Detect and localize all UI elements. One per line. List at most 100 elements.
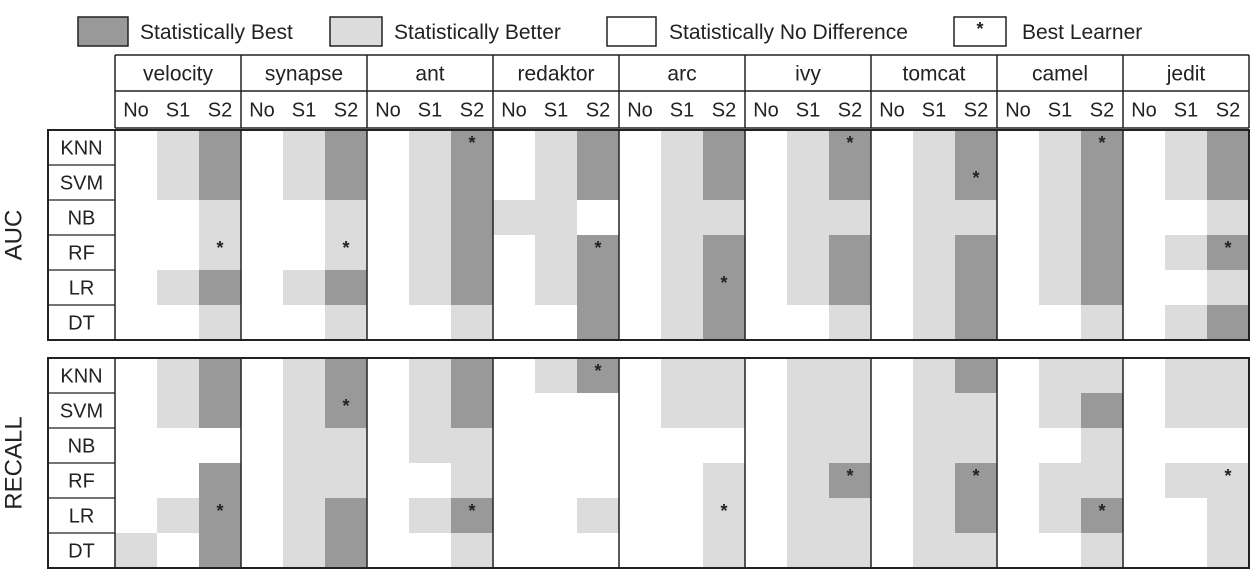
heatmap-cell: [619, 498, 662, 534]
heatmap-cell: [1207, 165, 1250, 201]
heatmap-cell: [1039, 305, 1082, 341]
heatmap-cell: [619, 200, 662, 236]
heatmap-cell: [199, 270, 242, 306]
heatmap-cell: [661, 393, 704, 429]
heatmap-cell: [787, 235, 830, 271]
heatmap-cell: [787, 463, 830, 499]
learner-label-nb: NB: [68, 436, 96, 458]
learner-label-knn: KNN: [60, 366, 102, 388]
setting-label: S1: [1048, 100, 1072, 122]
heatmap-cell: [493, 533, 536, 569]
heatmap-cell: [1081, 235, 1124, 271]
heatmap-cell: [1207, 358, 1250, 394]
heatmap-cell: [661, 428, 704, 464]
best-learner-star: *: [594, 361, 601, 381]
heatmap-cell: [997, 358, 1040, 394]
project-label-velocity: velocity: [143, 63, 214, 86]
heatmap-cell: [997, 463, 1040, 499]
heatmap-cell: [157, 428, 200, 464]
heatmap-cell: [535, 498, 578, 534]
setting-label: S2: [334, 100, 358, 122]
heatmap-cell: [493, 270, 536, 306]
learner-label-dt: DT: [68, 313, 95, 335]
heatmap-cell: [745, 165, 788, 201]
heatmap-cell: [1165, 305, 1208, 341]
heatmap-cell: [115, 498, 158, 534]
heatmap-cell: [577, 305, 620, 341]
heatmap-cell: [1123, 235, 1166, 271]
heatmap-cell: [661, 200, 704, 236]
heatmap-cell: [493, 358, 536, 394]
heatmap-cell: [535, 235, 578, 271]
setting-label: S1: [796, 100, 820, 122]
heatmap-cell: [199, 393, 242, 429]
heatmap-cell: [955, 200, 998, 236]
heatmap-cell: [241, 270, 284, 306]
heatmap-cell: [829, 428, 872, 464]
heatmap-cell: [493, 463, 536, 499]
project-label-arc: arc: [667, 63, 696, 86]
heatmap-cell: [367, 393, 410, 429]
heatmap-cell: [619, 463, 662, 499]
learner-label-svm: SVM: [60, 401, 103, 423]
heatmap-cell: [157, 498, 200, 534]
heatmap-cell: [955, 130, 998, 166]
heatmap-cell: [829, 463, 872, 499]
heatmap-cell: [1207, 305, 1250, 341]
heatmap-cell: [1039, 358, 1082, 394]
heatmap-cell: [703, 428, 746, 464]
heatmap-cell: [913, 533, 956, 569]
learner-label-lr: LR: [69, 506, 95, 528]
heatmap-cell: [325, 463, 368, 499]
heatmap-cell: [955, 165, 998, 201]
heatmap-cell: [325, 428, 368, 464]
heatmap-cell: [535, 200, 578, 236]
best-learner-star: *: [972, 168, 979, 188]
heatmap-cell: [241, 498, 284, 534]
heatmap-cell: [787, 428, 830, 464]
heatmap-cell: [1165, 200, 1208, 236]
heatmap-cell: [577, 200, 620, 236]
heatmap-cell: [409, 200, 452, 236]
heatmap-cell: [997, 130, 1040, 166]
heatmap-cell: [199, 428, 242, 464]
heatmap-cell: [1039, 463, 1082, 499]
heatmap-cell: [115, 235, 158, 271]
heatmap-cell: [535, 463, 578, 499]
heatmap-cell: [283, 165, 326, 201]
heatmap-cell: [493, 130, 536, 166]
heatmap-cell: [871, 235, 914, 271]
heatmap-cell: [661, 235, 704, 271]
heatmap-cell: [241, 305, 284, 341]
heatmap-cell: [157, 305, 200, 341]
heatmap-cell: [241, 533, 284, 569]
heatmap-cell: [661, 463, 704, 499]
learner-label-svm: SVM: [60, 173, 103, 195]
heatmap-cell: [703, 165, 746, 201]
heatmap-cell: [367, 200, 410, 236]
heatmap-cell: [535, 393, 578, 429]
setting-label: S2: [1216, 100, 1240, 122]
heatmap-cell: [703, 235, 746, 271]
heatmap-cell: [1165, 533, 1208, 569]
heatmap-cell: [283, 200, 326, 236]
heatmap-cell: [409, 270, 452, 306]
heatmap-cell: [1207, 463, 1250, 499]
heatmap-cell: [157, 200, 200, 236]
heatmap-cell: [913, 200, 956, 236]
heatmap-cell: [199, 130, 242, 166]
heatmap-cell: [535, 305, 578, 341]
heatmap-cell: [829, 305, 872, 341]
heatmap-cell: [871, 428, 914, 464]
heatmap-cell: [451, 165, 494, 201]
heatmap-cell: [787, 498, 830, 534]
heatmap-cell: [787, 358, 830, 394]
heatmap-cell: [451, 393, 494, 429]
best-learner-star: *: [1224, 238, 1231, 258]
heatmap-cell: [493, 200, 536, 236]
heatmap-cell: [1207, 428, 1250, 464]
heatmap-cell: [199, 498, 242, 534]
heatmap-cell: [619, 305, 662, 341]
heatmap-cell: [283, 533, 326, 569]
